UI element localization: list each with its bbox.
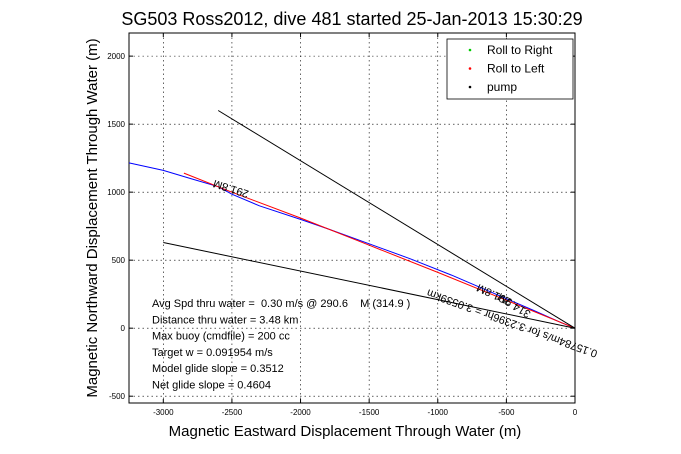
legend-marker <box>468 67 472 70</box>
axis-ticks: -3000 -2500 -2000 -1500 -1000 -500 0 -500 0 500 10… <box>107 33 578 417</box>
series-line <box>163 242 576 329</box>
y-axis-label: Magnetic Northward Displacement Through … <box>84 38 101 397</box>
path-annotation: 291.8M <box>212 177 251 200</box>
y-tick-label: 1000 <box>107 188 125 197</box>
x-tick-label: -1500 <box>359 408 380 417</box>
series-line <box>217 110 576 329</box>
x-tick-label: 0 <box>573 408 578 417</box>
chart-title: SG503 Ross2012, dive 481 started 25-Jan-… <box>121 9 582 29</box>
y-tick-label: 1500 <box>107 120 125 129</box>
stat-line: Max buoy (cmdfile) = 200 cc <box>152 331 290 343</box>
legend-label: Roll to Right <box>487 43 553 57</box>
legend-marker <box>468 48 472 52</box>
legend: Roll to Right Roll to Left pump <box>446 38 574 100</box>
y-tick-label: -500 <box>109 392 126 401</box>
path-annotation: 291.8M <box>475 281 513 307</box>
legend-box <box>446 38 574 100</box>
y-tick-label: 2000 <box>107 52 125 61</box>
stats-block: Avg Spd thru water = 0.30 m/s @ 290.6 M … <box>152 298 410 392</box>
stat-line: Avg Spd thru water = 0.30 m/s @ 290.6 M … <box>152 298 410 310</box>
plot-area-frame <box>128 32 576 404</box>
x-tick-label: -2500 <box>222 408 243 417</box>
x-tick-label: -500 <box>498 408 515 417</box>
legend-marker <box>468 85 472 89</box>
series-line <box>183 172 576 329</box>
y-tick-label: 0 <box>121 324 126 333</box>
legend-label: pump <box>487 80 517 94</box>
x-axis-label: Magnetic Eastward Displacement Through W… <box>169 423 522 440</box>
x-tick-label: -1000 <box>428 408 449 417</box>
stat-line: Model glide slope = 0.3512 <box>152 363 284 375</box>
stat-line: Net glide slope = 0.4604 <box>152 380 271 392</box>
data-series <box>128 110 576 329</box>
x-tick-label: -3000 <box>153 408 174 417</box>
stat-line: Distance thru water = 3.48 km <box>152 314 298 326</box>
x-tick-label: -2000 <box>290 408 311 417</box>
stat-line: Target w = 0.091954 m/s <box>152 347 273 359</box>
legend-label: Roll to Left <box>487 62 545 76</box>
y-tick-label: 500 <box>112 256 126 265</box>
